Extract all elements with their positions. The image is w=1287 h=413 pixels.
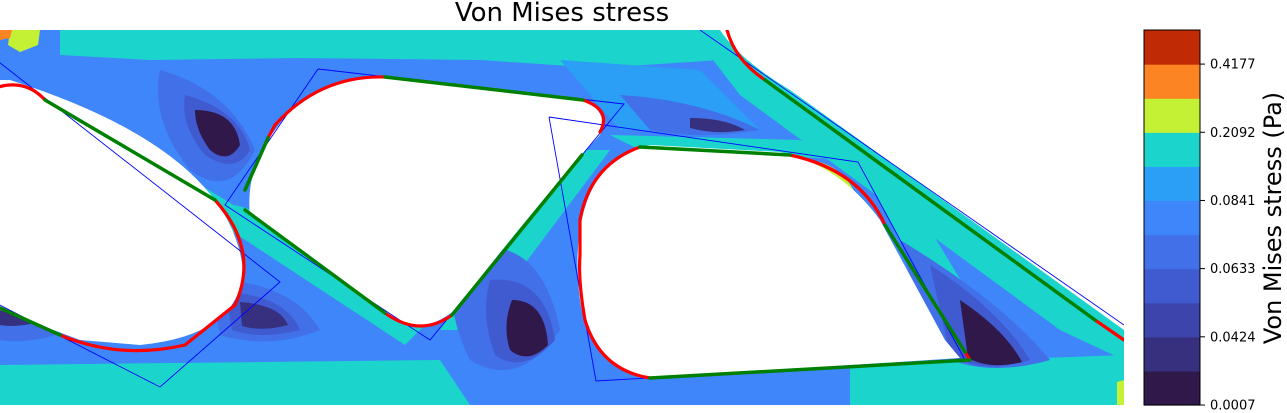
- band-dark-2: [506, 300, 548, 357]
- colorbar-segment: [1144, 370, 1200, 406]
- arc-left-bottom: [58, 198, 246, 353]
- line-center-top: [383, 75, 585, 102]
- colorbar-segment: [1144, 64, 1200, 99]
- line-center-left: [243, 136, 270, 192]
- chart-title: Von Mises stress: [455, 0, 669, 28]
- arc-right-topright: [788, 153, 887, 227]
- arc-right-top: [577, 145, 652, 380]
- colorbar-ticks: 0.0007 0.0424 0.0633 0.0841 0.2092 0.4177: [1200, 58, 1256, 413]
- colorbar-tick-label: 0.4177: [1210, 58, 1256, 73]
- line-center-right: [450, 153, 584, 317]
- band-dark-5: [690, 118, 745, 133]
- colorbar-tick-label: 0.0007: [1210, 399, 1256, 413]
- stress-field: [0, 30, 1124, 405]
- colorbar-tick-label: 0.2092: [1210, 126, 1256, 141]
- line-right-top: [638, 145, 792, 157]
- band-right-top-cyan: [610, 135, 880, 175]
- colorbar-label: Von Mises stress (Pa): [1259, 92, 1287, 344]
- line-right-side: [883, 223, 967, 354]
- line-left-bottom: [0, 306, 62, 337]
- colorbar-segment: [1144, 336, 1200, 372]
- band-dark-1: [195, 110, 240, 157]
- arc-center-topright: [581, 98, 606, 134]
- band-bottom-cyan: [0, 360, 470, 405]
- band-orange-1: [0, 30, 12, 40]
- arc-left-top: [0, 83, 47, 102]
- band-bottom-right-cyan: [850, 355, 1124, 405]
- colorbar-segment: [1144, 200, 1200, 236]
- colorbar-segment: [1144, 166, 1200, 202]
- line-right-bottom: [648, 358, 972, 380]
- colorbar-segments: [1144, 30, 1200, 406]
- arc-center-bottom: [383, 311, 454, 328]
- frame-left: [0, 62, 281, 388]
- arc-top-right: [725, 30, 767, 82]
- hole-top-right: [680, 30, 1124, 330]
- colorbar-tick-label: 0.0424: [1210, 330, 1256, 345]
- band-dark-4: [240, 302, 288, 329]
- holes: [0, 30, 1124, 378]
- colorbar-segment: [1144, 234, 1200, 270]
- arc-far-right: [1093, 318, 1124, 342]
- colorbar-segment: [1144, 30, 1200, 65]
- arc-center-top: [266, 75, 387, 140]
- line-left-diagonal: [43, 98, 217, 202]
- colorbar-segment: [1144, 132, 1200, 167]
- frame-top-right: [699, 30, 1124, 326]
- colorbar-segment: [1144, 268, 1200, 304]
- hole-right: [577, 145, 960, 378]
- line-top-right-diagonal: [763, 78, 1097, 322]
- hole-center: [249, 76, 603, 326]
- band-dark-3: [960, 300, 1022, 366]
- colorbar-segment: [1144, 98, 1200, 133]
- colorbar-segment: [1144, 302, 1200, 338]
- band-top-cyan: [60, 30, 720, 68]
- band-yellow-3: [1117, 380, 1124, 405]
- hole-left: [0, 80, 243, 345]
- colorbar-tick-label: 0.0841: [1210, 194, 1256, 209]
- line-center-diagonal: [243, 208, 387, 315]
- colorbar: 0.0007 0.0424 0.0633 0.0841 0.2092 0.4177 Von…: [1143, 29, 1287, 413]
- colorbar-tick-label: 0.0633: [1210, 262, 1256, 277]
- boundary-lines: [0, 75, 1097, 380]
- colorbar-outline: [1143, 29, 1201, 406]
- band-yellow-1: [8, 30, 40, 52]
